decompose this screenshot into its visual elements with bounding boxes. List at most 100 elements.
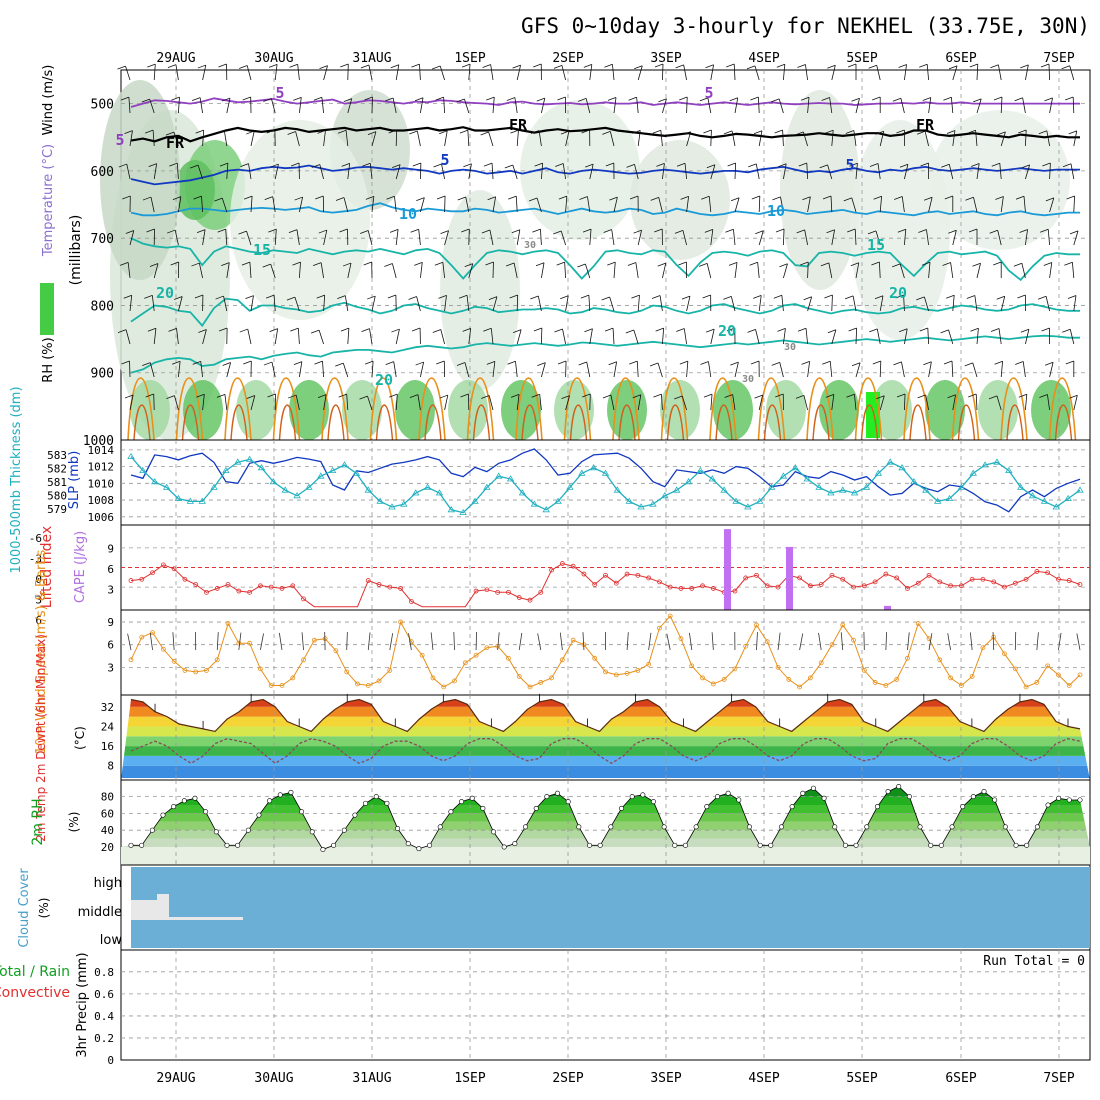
wind-barb	[323, 394, 327, 411]
rh-point	[555, 790, 561, 796]
wind-barb	[442, 262, 445, 279]
wind-barb	[804, 229, 808, 246]
rh-point	[896, 784, 902, 790]
rh-shade-patch	[448, 380, 488, 440]
wind-speed-point	[171, 658, 177, 664]
day-label-top: 1SEP	[454, 51, 485, 66]
wind-speed-point	[915, 621, 921, 626]
middle-cloud-block	[131, 900, 158, 920]
rh-point	[256, 812, 262, 818]
surface-wind-barb	[818, 632, 822, 651]
wind-barb-flag	[584, 328, 593, 333]
wind-speed-point	[355, 681, 360, 687]
wind-barb	[371, 131, 377, 147]
wind-barb-flag	[851, 97, 860, 102]
wind-barb	[1025, 329, 1030, 345]
wind-barb-flag	[748, 163, 757, 168]
wind-barb	[710, 329, 715, 345]
thickness-marker	[815, 483, 823, 490]
wind-barb-flag	[194, 294, 204, 299]
rh-point	[853, 842, 859, 848]
thickness-marker	[435, 489, 444, 496]
wind-barb-flag	[363, 261, 372, 266]
lifted-point	[1066, 578, 1072, 583]
wind-barb	[831, 229, 835, 246]
ylabel-slp: SLP (mb)	[67, 451, 82, 510]
lifted-point	[592, 582, 598, 587]
isotherm-25-loop	[175, 377, 204, 441]
wind-barb-flag	[340, 327, 350, 332]
wind-barb-flag	[940, 329, 949, 334]
isotherm-25-loop	[127, 377, 155, 441]
wind-barb-flag	[364, 360, 374, 365]
thickness-marker	[874, 469, 883, 476]
wind-barb	[831, 394, 835, 411]
thickness-marker	[554, 497, 562, 504]
lifted-tick: 6	[35, 614, 42, 627]
wind-barb-flag	[578, 361, 587, 366]
rh-point	[864, 824, 870, 830]
surface-wind-barb	[1076, 633, 1081, 651]
thickness-marker	[245, 455, 254, 462]
thickness-marker	[411, 489, 420, 496]
wind-barb	[853, 130, 857, 147]
wind-barb-flag	[825, 394, 834, 398]
wind-barb-flag	[994, 360, 1003, 365]
isotherm-25-loop	[369, 377, 398, 441]
ylabel-rh: RH (%)	[41, 337, 56, 382]
wind-speed-point	[883, 683, 889, 688]
rh-point	[1066, 797, 1072, 803]
rh-shade-patch	[520, 100, 640, 240]
wind-speed-point	[398, 619, 404, 625]
isotherm-line	[130, 237, 1080, 282]
wind-barb-flag	[897, 228, 906, 233]
rh-point	[181, 798, 187, 804]
wind-barb-flag	[632, 130, 641, 134]
isotherm-25-loop	[612, 377, 640, 441]
wind-barb-flag	[367, 295, 376, 300]
wind-barb-flag	[724, 394, 733, 398]
isotherm-30-loop	[763, 404, 782, 441]
wind-barb-flag	[221, 97, 231, 102]
wind-barb-flag	[147, 327, 157, 332]
lifted-point	[603, 572, 608, 578]
lifted-ylabel: Lifted Index CAPE (J/kg)	[39, 526, 88, 608]
wind-barb-flag	[557, 96, 566, 101]
wind-speed-point	[667, 613, 673, 619]
wind-barb-flag	[604, 63, 613, 68]
wind-barb-flag	[754, 394, 763, 399]
wind-barb	[347, 98, 353, 114]
cloud-ylabel: Cloud Cover (%) high middle low	[17, 868, 122, 948]
wind-barb-flag	[243, 360, 252, 365]
lifted-point	[236, 588, 242, 594]
wind-barb-flag	[706, 164, 716, 169]
wind-barb-flag	[923, 361, 932, 366]
wind-barb-flag	[172, 196, 182, 200]
wind-speed-point	[128, 657, 134, 663]
wind-barb-flag	[482, 64, 491, 68]
wind-barb-flag	[868, 64, 877, 69]
wind-barb	[637, 295, 640, 312]
wind-barb-flag	[820, 262, 830, 267]
rh-point	[235, 842, 241, 848]
ylabel-10m-wind: 10m Wind Speed (m/s) & Barbs	[34, 549, 49, 754]
rh-point	[245, 827, 251, 833]
wind-speed-point	[139, 634, 145, 640]
isotherm-30-loop	[860, 404, 879, 441]
wind-barb	[734, 362, 739, 378]
wind-barb-flag	[990, 64, 999, 69]
wind-barb-flag	[1068, 130, 1077, 135]
wind-barb	[707, 97, 712, 114]
wind-barb	[755, 163, 760, 180]
thickness-marker	[981, 461, 989, 468]
wind-barb-flag	[485, 261, 494, 266]
wind-barb	[976, 98, 982, 114]
wind-barb	[1000, 196, 1004, 213]
wind-barb	[782, 130, 784, 147]
wind-barb	[783, 328, 786, 345]
wind-barb	[733, 229, 736, 246]
rh-point	[384, 800, 390, 806]
day-label-bottom: 5SEP	[846, 1071, 877, 1086]
wind-barb-flag	[650, 197, 659, 201]
wind-barb	[178, 196, 182, 213]
